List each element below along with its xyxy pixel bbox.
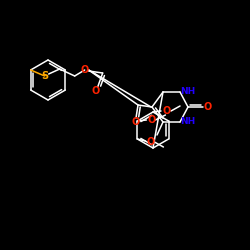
Text: NH: NH — [180, 86, 196, 96]
Text: S: S — [41, 71, 48, 81]
Text: O: O — [163, 106, 171, 116]
Text: O: O — [92, 86, 100, 96]
Text: NH: NH — [180, 118, 196, 126]
Text: O: O — [204, 102, 212, 112]
Text: O: O — [147, 115, 156, 125]
Text: O: O — [146, 137, 154, 147]
Text: O: O — [132, 117, 140, 127]
Text: O: O — [80, 65, 89, 75]
